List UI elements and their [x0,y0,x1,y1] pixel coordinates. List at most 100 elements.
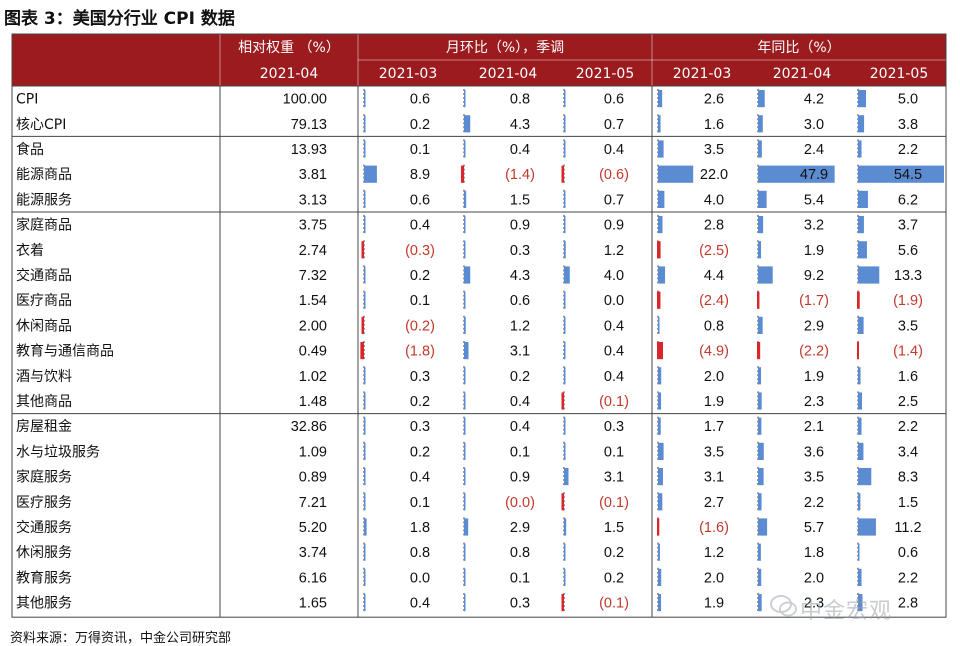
yoy-month-header: 2021-03 [673,66,732,82]
yoy-bar [758,115,763,133]
yoy-value: 1.6 [704,117,724,133]
mom-bar [564,115,566,133]
yoy-value: (1.6) [699,520,729,536]
weight-cell: 6.16 [299,570,327,586]
yoy-value: 2.2 [898,142,918,158]
mom-value: (0.1) [599,495,629,511]
mom-value: 3.1 [510,344,530,360]
row-label: 其他服务 [16,596,72,612]
mom-bar [464,316,466,334]
mom-value: (0.0) [505,495,535,511]
yoy-value: 1.9 [804,243,824,259]
yoy-bar [858,115,865,133]
mom-header: 月环比（%），季调 [446,40,564,56]
mom-bar-negative [361,241,364,259]
yoy-bar [858,140,862,158]
yoy-bar [758,493,762,511]
weight-cell: 3.13 [299,192,327,208]
yoy-value: 5.6 [898,243,918,259]
mom-value: 0.1 [510,444,530,460]
mom-bar-negative [360,342,364,360]
yoy-bar-negative [757,291,760,309]
yoy-value: (2.5) [699,243,729,259]
mom-value: 0.3 [510,243,530,259]
mom-bar [364,568,366,586]
weight-cell: 7.21 [299,495,327,511]
yoy-value: (1.9) [893,293,923,309]
mom-value: (0.1) [599,596,629,612]
mom-bar [464,568,466,586]
mom-value: 0.2 [510,369,530,385]
weight-cell: 3.75 [299,218,327,234]
yoy-value: 2.4 [804,142,824,158]
mom-bar [364,367,366,385]
row-label: 家庭商品 [16,217,72,234]
yoy-value: 2.2 [804,495,824,511]
mom-bar [564,543,566,561]
yoy-value: 3.5 [704,142,724,158]
yoy-bar [758,392,762,410]
weight-cell: 1.54 [299,293,327,309]
mom-bar [464,442,466,460]
mom-value: (1.4) [505,167,535,183]
mom-value: 0.4 [604,318,624,334]
weight-subheader: 2021-04 [260,66,319,82]
row-label: 其他商品 [16,394,72,410]
mom-bar [464,594,466,612]
mom-bar [464,291,466,309]
mom-value: 8.9 [410,167,430,183]
mom-bar [464,190,467,208]
mom-bar [464,216,466,234]
mom-value: 0.2 [410,117,430,133]
yoy-value: (4.9) [699,344,729,360]
mom-bar [564,266,570,284]
mom-value: 1.5 [604,520,624,536]
mom-value: 0.2 [604,545,624,561]
mom-bar [364,115,366,133]
mom-bar [364,442,366,460]
watermark: 中金宏观 [800,599,893,624]
mom-value: 0.7 [604,117,624,133]
yoy-bar [758,216,764,234]
yoy-bar [758,594,762,612]
mom-bar [364,417,366,435]
yoy-value: 3.5 [898,318,918,334]
mom-value: 0.3 [510,596,530,612]
weight-cell: 0.89 [299,470,327,486]
yoy-value: 5.4 [804,192,824,208]
yoy-value: 13.3 [894,268,922,284]
weight-cell: 7.32 [299,268,327,284]
yoy-value: 4.4 [704,268,724,284]
mom-bar [364,165,377,183]
yoy-bar-negative [757,342,761,360]
mom-value: 0.1 [510,570,530,586]
mom-value: 0.1 [410,142,430,158]
yoy-bar [858,165,944,183]
yoy-value: 2.9 [804,318,824,334]
mom-bar [464,241,466,259]
weight-cell: 1.48 [299,394,327,410]
yoy-bar [758,518,768,536]
yoy-bar-negative [857,342,860,360]
yoy-value: 22.0 [700,167,728,183]
yoy-bar [758,367,762,385]
yoy-value: 2.7 [704,495,724,511]
yoy-value: 9.2 [804,268,824,284]
yoy-bar [758,568,762,586]
row-label: 水与垃圾服务 [16,444,100,460]
row-label: 交通服务 [16,519,72,536]
row-label: 教育服务 [16,570,72,586]
yoy-bar [658,316,660,334]
mom-value: 0.4 [410,596,430,612]
mom-bar [364,493,366,511]
mom-value: 0.3 [410,369,430,385]
mom-value: 0.3 [410,419,430,435]
mom-value: 0.2 [410,268,430,284]
row-label: 家庭服务 [16,469,72,486]
mom-bar [364,190,366,208]
mom-bar [564,367,566,385]
mom-value: 0.7 [604,192,624,208]
yoy-value: 3.5 [804,470,824,486]
mom-value: 1.8 [410,520,430,536]
mom-bar [564,291,566,309]
